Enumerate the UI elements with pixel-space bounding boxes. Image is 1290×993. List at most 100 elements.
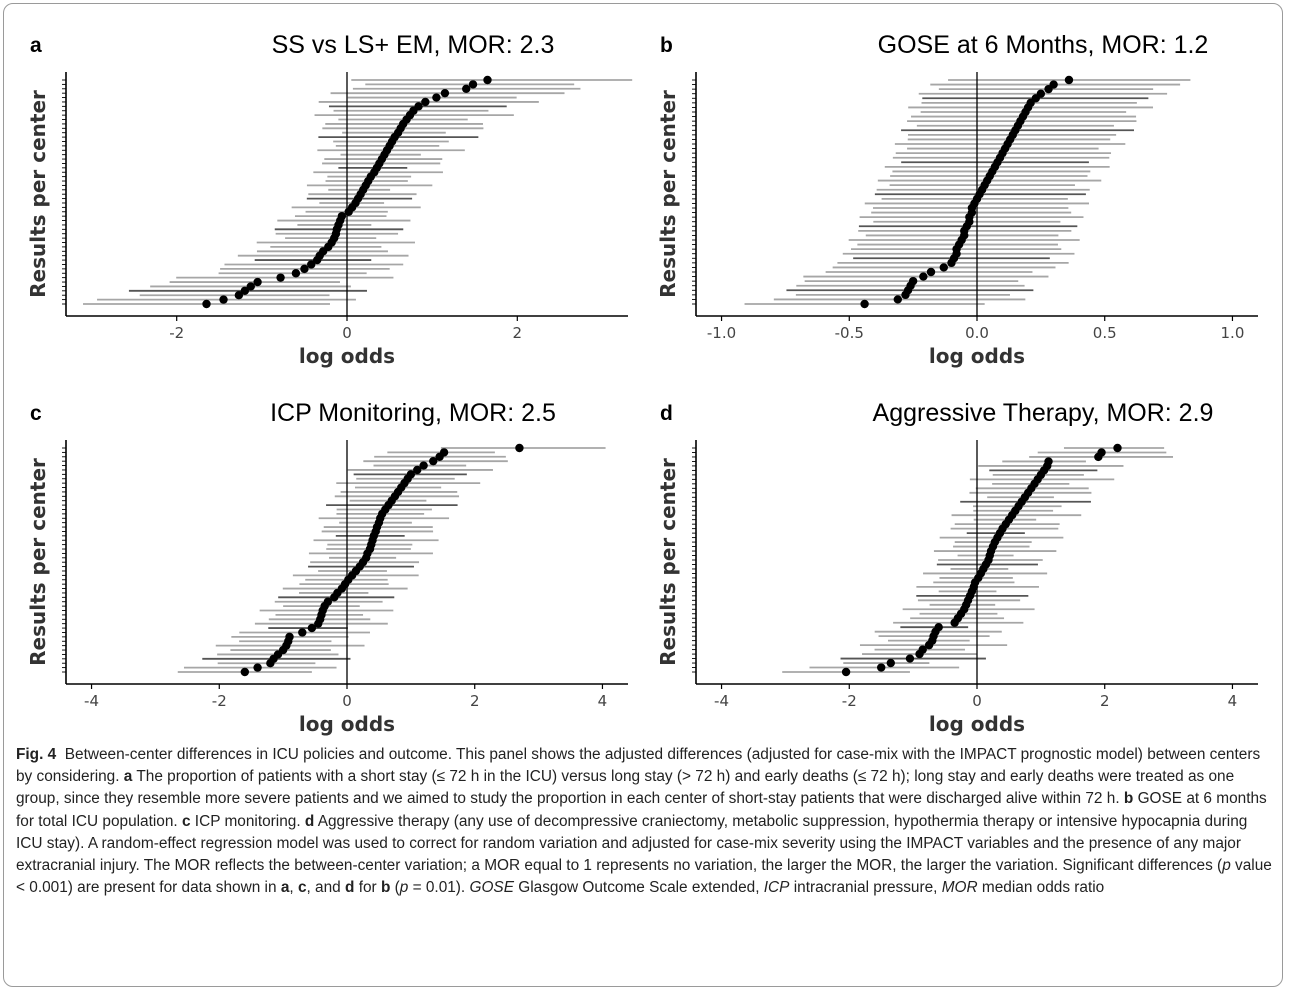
x-tick-label: -2	[212, 692, 227, 710]
center-estimate-point	[515, 443, 524, 453]
x-tick-label: -2	[842, 692, 857, 710]
caption-abbrev-mor: MOR	[941, 879, 978, 897]
caption-text: Between-center differences in ICU polici…	[16, 746, 1261, 786]
x-tick-label: 4	[598, 692, 608, 710]
x-tick-label: 4	[1228, 692, 1238, 710]
center-estimate-point	[918, 645, 927, 654]
x-axis-label: log odds	[929, 712, 1025, 736]
caption-ref-a: a	[123, 768, 133, 786]
caption-text: ,	[289, 879, 298, 897]
caption-text: ICP monitoring.	[190, 812, 305, 830]
center-estimate-point	[893, 295, 903, 304]
chart-title: GOSE at 6 Months, MOR: 1.2	[878, 31, 1209, 59]
caption-text: value < 0.001) are present for data show…	[16, 857, 1272, 897]
center-estimate-point	[841, 667, 851, 677]
center-estimate-point	[246, 282, 255, 291]
x-tick-label: 0	[342, 692, 352, 710]
center-estimate-point	[429, 456, 438, 466]
center-estimate-point	[886, 658, 895, 668]
chart-title: SS vs LS+ EM, MOR: 2.3	[272, 31, 555, 59]
y-axis-label: Results per center	[26, 90, 50, 298]
center-estimate-point	[432, 93, 441, 102]
center-estimate-point	[905, 654, 915, 663]
center-estimate-point	[253, 663, 262, 672]
panel-c: c ICP Monitoring, MOR: 2.5 Results per cen…	[18, 382, 638, 752]
x-tick-label: 0	[342, 324, 352, 342]
center-estimate-point	[413, 465, 422, 475]
center-estimate-point	[926, 267, 936, 277]
figure-frame	[3, 3, 1283, 987]
center-estimate-point	[285, 632, 294, 642]
x-tick-label: 2	[470, 692, 480, 710]
x-tick-label: 0.0	[965, 324, 989, 342]
chart-d-svg: d Aggressive Therapy, MOR: 2.9 Results per…	[656, 399, 1258, 736]
center-estimate-point	[240, 286, 250, 296]
center-estimate-point	[462, 84, 471, 93]
center-estimate-point	[919, 272, 928, 281]
center-estimate-point	[483, 75, 492, 85]
panel-d: d Aggressive Therapy, MOR: 2.9 Results per…	[648, 382, 1268, 752]
x-tick-label: -4	[84, 692, 99, 710]
caption-italic-p: p	[399, 879, 409, 897]
center-estimate-point	[468, 80, 478, 89]
x-tick-label: 0	[972, 692, 982, 710]
center-estimate-point	[253, 277, 262, 287]
x-tick-label: 0.5	[1093, 324, 1117, 342]
center-estimate-point	[240, 667, 250, 677]
chart-b-svg: b GOSE at 6 Months, MOR: 1.2 Results per c…	[656, 31, 1258, 368]
x-axis-label: log odds	[299, 712, 395, 736]
panel-letter: d	[660, 402, 673, 425]
center-estimate-point	[406, 470, 416, 479]
center-estimate-point	[421, 97, 430, 107]
caption-abbrev-icp: ICP	[763, 879, 790, 897]
center-estimate-point	[1036, 89, 1046, 98]
caption-text: (	[390, 879, 400, 897]
center-estimate-point	[439, 448, 449, 457]
caption-text: Glasgow Outcome Scale extended,	[513, 879, 764, 897]
caption-text: median odds ratio	[977, 879, 1105, 897]
x-axis-label: log odds	[929, 344, 1025, 368]
center-estimate-point	[307, 623, 317, 633]
caption-text: = 0.01).	[408, 879, 470, 897]
y-axis-label: Results per center	[656, 458, 680, 666]
chart-a-svg: a SS vs LS+ EM, MOR: 2.3 Results per cente…	[26, 31, 633, 368]
caption-ref-b: b	[1123, 790, 1134, 808]
center-estimate-point	[298, 628, 307, 637]
panel-letter: a	[30, 34, 42, 57]
caption-text: for	[354, 879, 381, 897]
chart-c-svg: c ICP Monitoring, MOR: 2.5 Results per cen…	[26, 399, 628, 736]
x-tick-label: 2	[1100, 692, 1110, 710]
caption-text: Aggressive therapy (any use of decompres…	[16, 812, 1248, 875]
center-estimate-point	[1064, 75, 1074, 85]
center-estimate-point	[276, 273, 285, 282]
caption-text: The proportion of patients with a short …	[16, 768, 1235, 808]
center-estimate-point	[1044, 457, 1053, 466]
center-estimate-point	[908, 276, 918, 286]
center-estimate-point	[1097, 448, 1106, 457]
center-estimate-point	[291, 269, 301, 278]
center-estimate-point	[300, 264, 309, 274]
figure-label: Fig. 4	[16, 746, 57, 763]
x-tick-label: 2	[513, 324, 523, 342]
center-estimate-point	[323, 597, 333, 606]
caption-text: , and	[306, 879, 346, 897]
center-estimate-point	[307, 260, 316, 269]
center-estimate-point	[234, 291, 244, 300]
x-tick-label: -0.5	[835, 324, 864, 342]
panel-letter: c	[30, 402, 42, 425]
caption-italic-p: p	[1222, 857, 1231, 875]
y-axis-label: Results per center	[26, 458, 50, 666]
chart-title: ICP Monitoring, MOR: 2.5	[270, 399, 556, 427]
caption-ref-c: c	[297, 879, 307, 897]
center-estimate-point	[337, 211, 347, 221]
center-estimate-point	[934, 623, 943, 632]
center-estimate-point	[1113, 443, 1122, 453]
caption-abbrev-gose: GOSE	[469, 879, 514, 897]
x-tick-label: -1.0	[707, 324, 736, 342]
panel-a: a SS vs LS+ EM, MOR: 2.3 Results per cente…	[18, 14, 638, 384]
caption-ref-d: d	[345, 879, 355, 897]
panel-b: b GOSE at 6 Months, MOR: 1.2 Results per c…	[648, 14, 1268, 384]
panel-letter: b	[660, 34, 673, 57]
x-tick-label: 1.0	[1221, 324, 1245, 342]
caption-text: intracranial pressure,	[789, 879, 942, 897]
